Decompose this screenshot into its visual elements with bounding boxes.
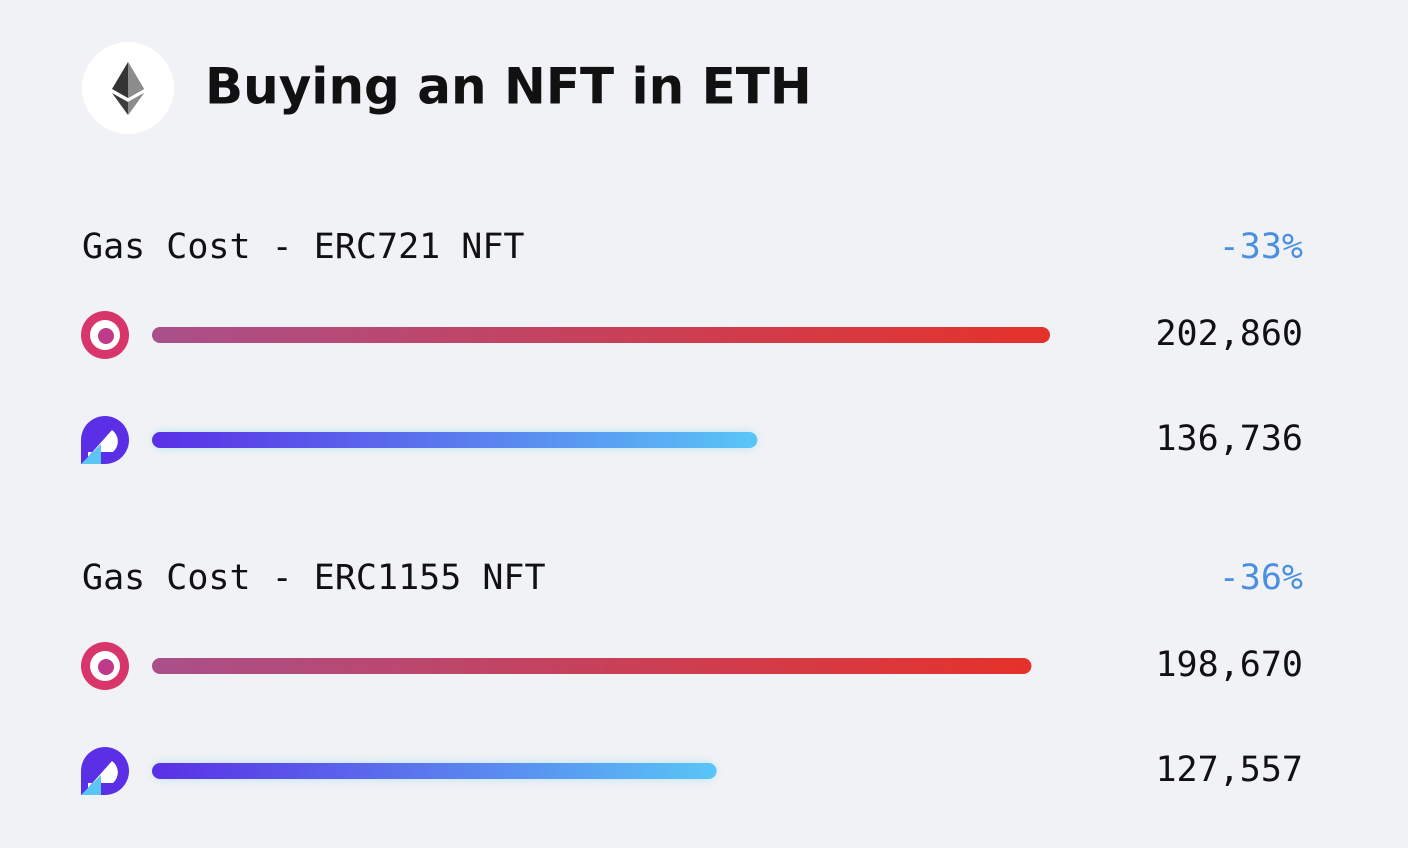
chart-title: Gas Cost - ERC721 NFT (82, 227, 525, 267)
bar (152, 658, 1032, 674)
bar (152, 432, 758, 448)
chart-title: Gas Cost - ERC1155 NFT (82, 558, 546, 598)
bar (152, 327, 1050, 343)
change-annotation: -36% (1219, 558, 1303, 598)
eth-logo (82, 42, 174, 134)
row-icon (81, 642, 129, 690)
value-label: 136,736 (1155, 419, 1303, 459)
change-annotation: -33% (1219, 227, 1303, 267)
value-label: 127,557 (1155, 750, 1303, 790)
page-title: Buying an NFT in ETH (205, 58, 812, 116)
row-icon (81, 747, 129, 795)
row-icon (81, 311, 129, 359)
bar (152, 763, 717, 779)
value-label: 202,860 (1155, 314, 1303, 354)
value-label: 198,670 (1155, 645, 1303, 685)
row-icon (81, 416, 129, 464)
